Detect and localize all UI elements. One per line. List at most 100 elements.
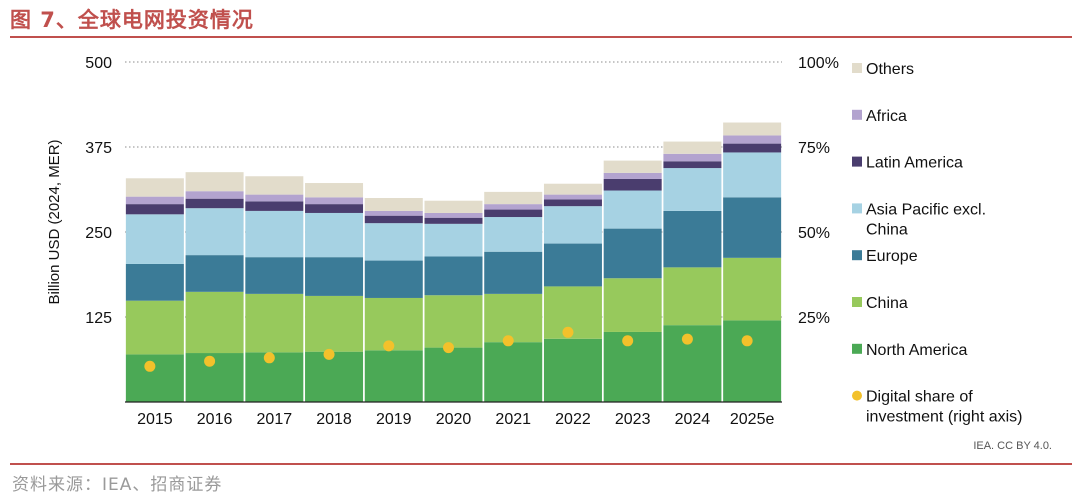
title-rule — [10, 36, 1072, 38]
x-tick-2016: 2016 — [197, 411, 233, 428]
legend-label: Europe — [866, 248, 918, 265]
bar-china-2025e — [723, 257, 782, 321]
legend-label: investment (right axis) — [866, 409, 1023, 426]
bar-asia-pacific-excl-china-2019 — [364, 223, 423, 261]
bar-north-america-2017 — [245, 352, 304, 402]
y-tick-500: 500 — [85, 55, 112, 72]
digital-share-markers — [144, 326, 753, 372]
bar-latin-america-2021 — [484, 209, 543, 218]
legend-swatch — [852, 297, 862, 307]
digital-share-point-2025e — [741, 335, 753, 347]
bar-europe-2016 — [185, 255, 244, 292]
bar-latin-america-2024 — [663, 161, 722, 169]
legend-swatch — [852, 250, 862, 261]
y-axis-label: Billion USD (2024, MER) — [46, 139, 63, 304]
bars — [125, 122, 782, 402]
bar-china-2024 — [663, 267, 722, 326]
bar-asia-pacific-excl-china-2015 — [125, 214, 184, 264]
y2-tick-75: 75% — [798, 140, 830, 157]
legend-swatch — [852, 203, 862, 214]
bar-china-2018 — [305, 295, 364, 352]
bar-africa-2022 — [543, 194, 602, 200]
bar-others-2024 — [663, 141, 722, 154]
legend-label: China — [866, 221, 908, 238]
bar-north-america-2019 — [364, 350, 423, 402]
bar-asia-pacific-excl-china-2018 — [305, 212, 364, 258]
bar-europe-2020 — [424, 256, 483, 296]
source-note: 资料来源：IEA、招商证券 — [12, 475, 223, 495]
bar-asia-pacific-excl-china-2023 — [603, 190, 662, 229]
bar-others-2019 — [364, 198, 423, 211]
bar-africa-2017 — [245, 194, 304, 202]
bar-africa-2021 — [484, 204, 543, 210]
y2-tick-50: 50% — [798, 225, 830, 242]
bar-asia-pacific-excl-china-2020 — [424, 223, 483, 257]
bar-europe-2021 — [484, 251, 543, 294]
legend-item-others: Others — [852, 61, 914, 78]
bar-others-2018 — [305, 183, 364, 198]
legend-swatch — [852, 343, 862, 354]
x-tick-2020: 2020 — [436, 411, 472, 428]
y2-tick-25: 25% — [798, 310, 830, 327]
bar-others-2017 — [245, 176, 304, 195]
legend-label: Asia Pacific excl. — [866, 201, 986, 218]
bar-china-2021 — [484, 293, 543, 343]
digital-share-point-2020 — [443, 342, 454, 354]
bar-others-2023 — [603, 160, 662, 173]
legend-item-china: China — [852, 295, 908, 312]
x-tick-2024: 2024 — [675, 411, 711, 428]
tick-labels: 2015 2016 2017 2018 2019 2020 2021 2022 2023 2024… — [85, 55, 839, 428]
bar-latin-america-2023 — [603, 178, 662, 191]
x-tick-2022: 2022 — [555, 411, 591, 428]
legend-item-digital-share-of: Digital share of investment (right axis) — [852, 389, 1023, 426]
bar-africa-2020 — [424, 212, 483, 218]
bar-others-2020 — [424, 200, 483, 213]
bar-europe-2023 — [603, 228, 662, 279]
bar-africa-2018 — [305, 197, 364, 205]
bar-north-america-2023 — [603, 331, 662, 402]
bar-asia-pacific-excl-china-2016 — [185, 208, 244, 256]
bar-europe-2015 — [125, 263, 184, 301]
bar-china-2019 — [364, 297, 423, 351]
bar-asia-pacific-excl-china-2021 — [484, 217, 543, 252]
bar-africa-2024 — [663, 153, 722, 162]
digital-share-point-2024 — [681, 333, 693, 345]
legend-label: China — [866, 295, 908, 312]
x-tick-2025e: 2025e — [730, 411, 775, 428]
legend-swatch — [852, 156, 862, 167]
digital-share-point-2017 — [263, 352, 275, 364]
bar-asia-pacific-excl-china-2017 — [245, 210, 304, 258]
y-tick-250: 250 — [85, 225, 112, 242]
y-tick-125: 125 — [85, 310, 112, 327]
legend-item-africa: Africa — [852, 108, 907, 125]
bar-china-2015 — [125, 300, 184, 355]
x-tick-2019: 2019 — [376, 411, 412, 428]
x-tick-2015: 2015 — [137, 411, 173, 428]
bar-asia-pacific-excl-china-2022 — [543, 206, 602, 244]
footer-rule — [10, 463, 1072, 465]
bar-china-2017 — [245, 293, 304, 353]
legend-label: Africa — [866, 108, 907, 125]
legend-item-europe: Europe — [852, 248, 918, 265]
bar-latin-america-2017 — [245, 201, 304, 211]
bar-north-america-2018 — [305, 351, 364, 402]
bar-china-2020 — [424, 295, 483, 348]
digital-share-point-2022 — [562, 326, 574, 338]
bar-latin-america-2022 — [543, 199, 602, 207]
bar-africa-2025e — [723, 135, 782, 144]
bar-asia-pacific-excl-china-2025e — [723, 152, 782, 198]
digital-share-point-2016 — [204, 355, 216, 367]
digital-share-point-2019 — [383, 340, 395, 352]
bar-asia-pacific-excl-china-2024 — [663, 168, 722, 211]
bar-africa-2015 — [125, 196, 184, 205]
bar-latin-america-2020 — [424, 217, 483, 224]
bar-north-america-2024 — [663, 325, 722, 402]
legend-swatch — [852, 63, 862, 73]
digital-share-point-2021 — [502, 335, 514, 347]
bar-north-america-2021 — [484, 342, 543, 402]
legend-swatch — [852, 109, 862, 120]
digital-share-point-2018 — [323, 348, 335, 360]
digital-share-point-2023 — [622, 335, 634, 347]
bar-europe-2025e — [723, 197, 782, 258]
